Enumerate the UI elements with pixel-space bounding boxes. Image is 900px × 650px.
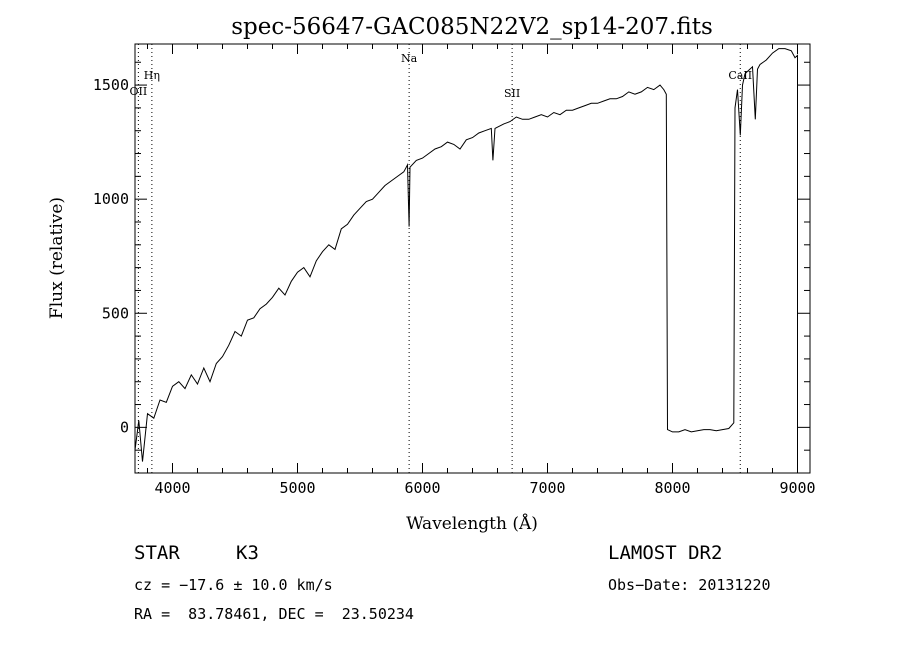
y-tick-label: 0 bbox=[120, 418, 129, 436]
y-tick-label: 1000 bbox=[93, 190, 129, 208]
line-marker-label: SII bbox=[504, 87, 520, 100]
y-axis-label: Flux (relative) bbox=[47, 197, 67, 319]
line-marker-label: Na bbox=[401, 52, 418, 65]
plot-axes: 4000 5000 6000 7000 8000 9000 0 500 1000 1500 bbox=[93, 43, 816, 497]
chart-title: spec-56647-GAC085N22V2_sp14-207.fits bbox=[231, 14, 713, 40]
line-marker-label: Hη bbox=[144, 69, 160, 82]
x-tick-label: 6000 bbox=[404, 479, 440, 497]
object-subclass: K3 bbox=[236, 542, 259, 564]
line-marker-label: OII bbox=[130, 85, 148, 98]
x-tick-label: 7000 bbox=[529, 479, 565, 497]
spectrum-line bbox=[134, 48, 798, 473]
x-tick-label: 8000 bbox=[654, 479, 690, 497]
redshift-velocity: cz = −17.6 ± 10.0 km/s bbox=[134, 576, 333, 594]
object-type: STAR bbox=[134, 542, 180, 564]
survey-name: LAMOST DR2 bbox=[608, 542, 723, 564]
coordinates: RA = 83.78461, DEC = 23.50234 bbox=[134, 605, 414, 623]
plot-frame bbox=[134, 43, 811, 474]
x-tick-label: 4000 bbox=[154, 479, 190, 497]
y-tick-label: 500 bbox=[102, 304, 129, 322]
y-tick-label: 1500 bbox=[93, 76, 129, 94]
x-tick-label: 9000 bbox=[779, 479, 815, 497]
x-axis-label: Wavelength (Å) bbox=[406, 513, 538, 534]
observation-date: Obs−Date: 20131220 bbox=[608, 576, 771, 594]
x-tick-label: 5000 bbox=[279, 479, 315, 497]
